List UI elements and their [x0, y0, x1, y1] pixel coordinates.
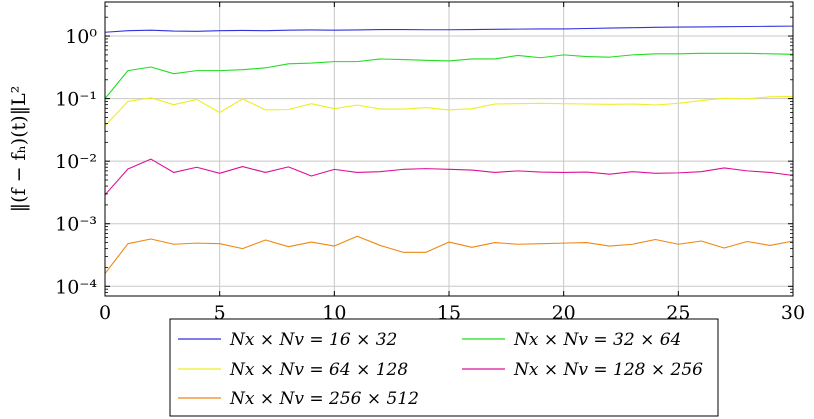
legend-label: Nx × Nv = 64 × 128 [229, 360, 408, 380]
legend-label: Nx × Nv = 256 × 512 [229, 389, 419, 409]
grid-lines [105, 2, 793, 296]
x-tick-label: 30 [781, 302, 805, 324]
x-tick-label: 0 [99, 302, 111, 324]
y-tick-label: 10⁻³ [55, 214, 97, 236]
axis-ticks [104, 2, 794, 297]
y-tick-labels: 10⁻⁴ 10⁻³ 10⁻² 10⁻¹ 10⁰ [55, 26, 97, 298]
y-tick-label: 10⁻² [55, 151, 97, 173]
legend: Nx × Nv = 16 × 32 Nx × Nv = 32 × 64 Nx × N… [169, 318, 719, 417]
series-line-2 [104, 52, 794, 99]
legend-label: Nx × Nv = 128 × 256 [513, 360, 703, 380]
y-tick-label: 10⁻⁴ [55, 276, 97, 298]
y-axis-title: ‖(f − fₕ)(t)‖L² [8, 86, 30, 213]
series-line-4 [104, 158, 794, 196]
series-line-1 [104, 25, 794, 33]
legend-box [169, 318, 719, 417]
legend-label: Nx × Nv = 32 × 64 [513, 330, 681, 350]
legend-label: Nx × Nv = 16 × 32 [229, 330, 397, 350]
series-line-3 [104, 95, 794, 126]
series-lines [104, 25, 794, 274]
y-tick-label: 10⁰ [65, 26, 97, 48]
series-line-5 [104, 235, 794, 274]
y-tick-label: 10⁻¹ [55, 89, 97, 111]
